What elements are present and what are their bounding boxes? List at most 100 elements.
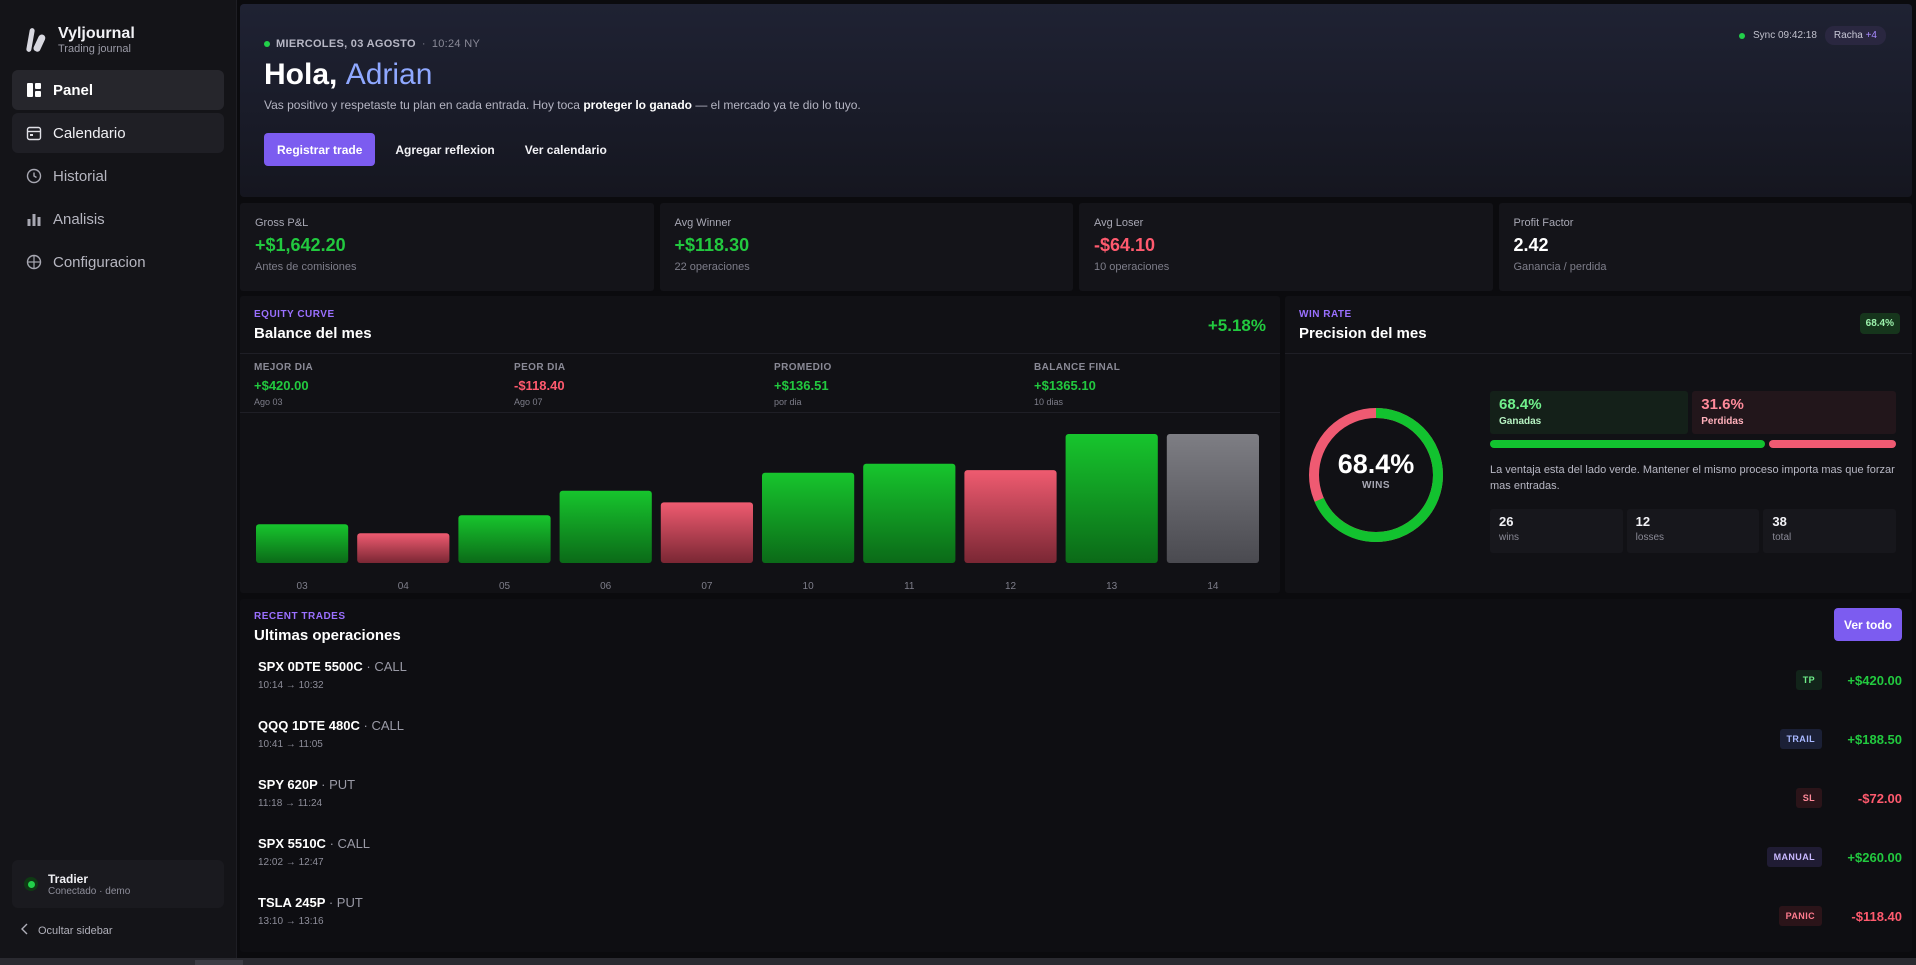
equity-bar-04[interactable] (357, 533, 450, 563)
equity-bar-13[interactable] (1065, 434, 1158, 563)
equity-bar-chart: 03 04 05 06 07 10 11 12 13 14 (256, 434, 1259, 592)
trade-result: PANIC -$118.40 (1778, 887, 1902, 945)
kpi-sub: Antes de comisiones (255, 261, 357, 273)
trade-pnl: -$72.00 (1857, 790, 1902, 806)
equity-bar-06[interactable] (559, 490, 652, 563)
sidebar-item-label: Historial (53, 167, 108, 185)
trade-row[interactable]: SPX 5510C · CALL 12:02 → 12:47 MANUAL +$… (240, 828, 1912, 886)
horizontal-scrollbar[interactable] (0, 958, 1916, 965)
sidebar-item-label: Analisis (53, 210, 105, 228)
trade-time: 10:41 → 11:05 (258, 739, 323, 750)
loss-bar-segment (1768, 440, 1896, 448)
equity-bar-05[interactable] (458, 515, 551, 563)
winrate-donut (1309, 408, 1443, 542)
donut-percent: 68.4% (1337, 449, 1415, 479)
trade-row[interactable]: SPX 0DTE 5500C · CALL 10:14 → 10:32 TP +… (240, 651, 1912, 709)
trade-info: SPX 5510C · CALL 12:02 → 12:47 (258, 836, 370, 868)
equity-eyebrow: EQUITY CURVE (254, 309, 335, 320)
hero-message-pre: Vas positivo y respetaste tu plan en cad… (264, 98, 580, 112)
trade-row[interactable]: QQQ 1DTE 480C · CALL 10:41 → 11:05 TRAIL… (240, 710, 1912, 768)
equity-bar-11[interactable] (863, 463, 956, 563)
equity-bar-14[interactable] (1166, 434, 1259, 563)
stat-sub: 10 dias (1034, 397, 1064, 407)
kpi-card-avg-loser: Avg Loser -$64.10 10 operaciones (1079, 203, 1493, 291)
brand[interactable]: Vyljournal Trading journal (12, 0, 224, 62)
count-value: 38 (1772, 514, 1787, 529)
live-status-icon (264, 41, 270, 47)
x-tick-label: 11 (904, 581, 915, 592)
brand-logo-icon (24, 26, 48, 54)
kpi-label: Avg Winner (674, 217, 732, 229)
trade-symbol: TSLA 245P · PUT (258, 895, 363, 910)
trade-side: · PUT (321, 777, 356, 792)
equity-panel: EQUITY CURVE Balance del mes +5.18% MEJO… (240, 296, 1280, 593)
stat-value: +$136.51 (774, 378, 829, 393)
stat-worst-day: PEOR DIA -$118.40 Ago 07 (500, 354, 760, 412)
sidebar-item-analisis[interactable]: Analisis (12, 199, 224, 239)
current-date: MIERCOLES, 03 AGOSTO (276, 38, 416, 50)
trade-result: MANUAL +$260.00 (1766, 828, 1902, 886)
sidebar-item-panel[interactable]: Panel (12, 70, 224, 110)
kpi-sub: Ganancia / perdida (1513, 261, 1607, 273)
equity-bar-10[interactable] (762, 472, 855, 563)
stat-label: PROMEDIO (774, 362, 832, 373)
trade-symbol: SPY 620P · PUT (258, 777, 355, 792)
exit-tag: TP (1795, 670, 1822, 690)
trade-symbol-text: SPY 620P (258, 777, 318, 792)
hero-message-bold: proteger lo ganado (583, 98, 692, 112)
stat-best-day: MEJOR DIA +$420.00 Ago 03 (240, 354, 500, 412)
sidebar: Vyljournal Trading journal Panel Calenda… (0, 0, 237, 965)
sidebar-item-historial[interactable]: Historial (12, 156, 224, 196)
equity-stats: MEJOR DIA +$420.00 Ago 03 PEOR DIA -$118… (240, 353, 1280, 413)
trade-symbol: QQQ 1DTE 480C · CALL (258, 718, 404, 733)
x-tick-label: 04 (398, 581, 410, 592)
sync-time: Sync 09:42:18 (1752, 30, 1817, 41)
kpi-card-gross-pnl: Gross P&L +$1,642.20 Antes de comisiones (240, 203, 654, 291)
sync-status: Sync 09:42:18 Racha +4 (1738, 26, 1886, 45)
add-reflection-button[interactable]: Agregar reflexion (395, 142, 495, 157)
view-all-button[interactable]: Ver todo (1833, 608, 1902, 641)
trade-result: TRAIL +$188.50 (1779, 710, 1902, 768)
trade-side: · CALL (366, 659, 407, 674)
view-calendar-button[interactable]: Ver calendario (524, 142, 607, 157)
equity-bar-12[interactable] (964, 470, 1057, 563)
kpi-label: Gross P&L (255, 217, 309, 229)
hero-message: Vas positivo y respetaste tu plan en cad… (264, 98, 861, 112)
streak-label: Racha (1833, 30, 1863, 41)
winrate-note: La ventaja esta del lado verde. Mantener… (1490, 464, 1895, 492)
trade-info: SPX 0DTE 5500C · CALL 10:14 → 10:32 (258, 659, 407, 691)
win-loss-bar (1490, 440, 1896, 448)
sidebar-item-configuracion[interactable]: Configuracion (12, 242, 224, 282)
equity-bar-03[interactable] (256, 524, 349, 563)
kpi-value: +$118.30 (674, 235, 750, 255)
exit-tag: MANUAL (1766, 847, 1822, 867)
winrate-header: WIN RATE Precision del mes (1299, 309, 1427, 342)
trade-symbol-text: QQQ 1DTE 480C (258, 718, 360, 733)
hide-sidebar-button[interactable]: Ocultar sidebar (20, 923, 113, 938)
account-status: Conectado · demo (48, 885, 131, 897)
trade-row[interactable]: TSLA 245P · PUT 13:10 → 13:16 PANIC -$11… (240, 887, 1912, 945)
exit-tag: SL (1795, 788, 1822, 808)
kpi-card-profit-factor: Profit Factor 2.42 Ganancia / perdida (1498, 203, 1912, 291)
scrollbar-thumb[interactable] (195, 960, 243, 965)
count-total: 38 total (1763, 509, 1897, 553)
brand-name: Vyljournal (58, 24, 135, 42)
equity-bar-07[interactable] (660, 502, 753, 563)
account-card[interactable]: Tradier Conectado · demo (12, 860, 224, 908)
dashboard-icon (26, 82, 42, 98)
count-value: 26 (1499, 514, 1514, 529)
x-tick-label: 14 (1207, 581, 1219, 592)
trade-counts: 26 wins 12 losses 38 total (1490, 509, 1897, 553)
stat-sub: Ago 03 (254, 397, 283, 407)
sidebar-item-calendario[interactable]: Calendario (12, 113, 224, 153)
brand-subtitle: Trading journal (58, 42, 131, 55)
losses-label: Perdidas (1701, 416, 1744, 427)
stat-sub: por dia (774, 397, 802, 407)
main-content: MIERCOLES, 03 AGOSTO · 10:24 NY Hola, Ad… (240, 4, 1912, 952)
exit-tag: PANIC (1778, 906, 1822, 926)
calendar-icon (26, 125, 42, 141)
register-trade-button[interactable]: Registrar trade (264, 133, 376, 166)
trade-row[interactable]: SPY 620P · PUT 11:18 → 11:24 SL -$72.00 (240, 769, 1912, 827)
globe-icon (26, 254, 42, 270)
